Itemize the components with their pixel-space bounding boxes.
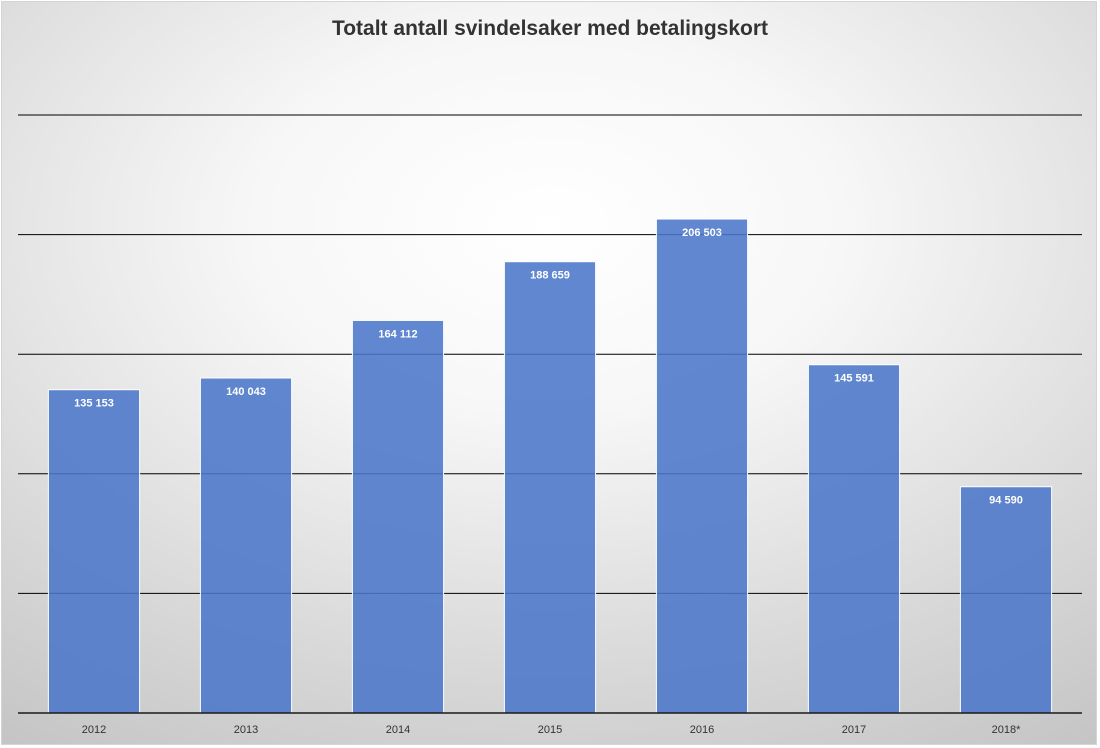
data-label-2016: 206 503 [682,227,722,239]
data-label-2015: 188 659 [530,270,570,282]
data-label-2017: 145 591 [834,373,874,385]
x-tick-label-2017: 2017 [842,724,866,736]
data-label-2013: 140 043 [226,386,266,398]
bar-2016[interactable] [655,218,749,714]
data-label-2018: 94 590 [989,495,1023,507]
data-label-2012: 135 153 [74,398,114,410]
x-tick-label-2012: 2012 [82,724,106,736]
bar-2015[interactable] [503,261,597,714]
x-tick-label-2016: 2016 [690,724,714,736]
bar-2017[interactable] [807,364,901,714]
bar-2014[interactable] [351,319,445,714]
bar-2012[interactable] [47,389,141,714]
x-tick-label-2018: 2018* [992,724,1021,736]
chart-title: Totalt antall svindelsaker med betalings… [331,17,769,40]
x-tick-label-2013: 2013 [234,724,258,736]
bar-2013[interactable] [199,377,293,714]
data-label-2014: 164 112 [378,328,417,340]
x-tick-label-2015: 2015 [538,724,562,736]
bar-2018[interactable] [959,486,1053,714]
x-tick-label-2014: 2014 [386,724,410,736]
